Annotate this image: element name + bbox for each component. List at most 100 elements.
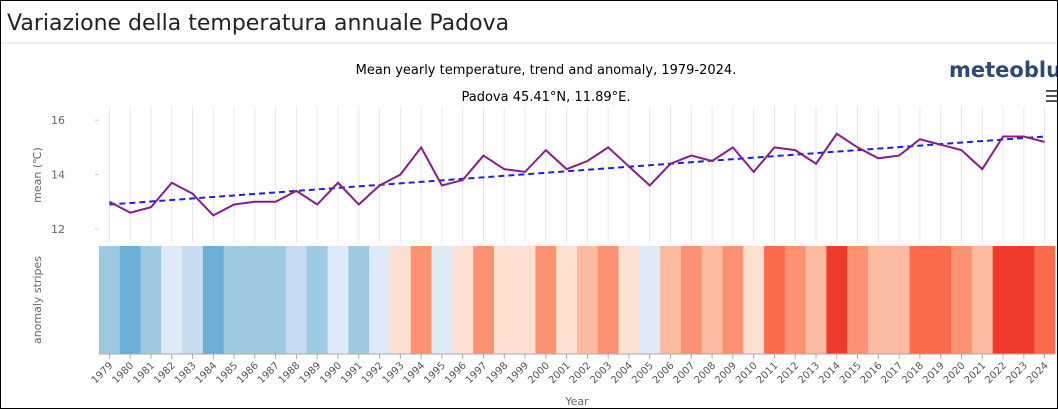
anomaly-stripe bbox=[265, 246, 287, 354]
trend-line bbox=[109, 135, 1045, 206]
anomaly-stripe bbox=[202, 246, 224, 354]
anomaly-stripe bbox=[888, 246, 910, 354]
x-tick-label: 1994 bbox=[401, 360, 427, 386]
anomaly-stripe bbox=[514, 246, 536, 354]
anomaly-stripe bbox=[930, 246, 952, 354]
brand-logo: meteoblue bbox=[949, 58, 1057, 82]
x-tick-label: 1989 bbox=[298, 360, 324, 386]
anomaly-stripe bbox=[971, 246, 993, 354]
anomaly-stripe bbox=[369, 246, 391, 354]
anomaly-stripe bbox=[556, 246, 578, 354]
stripes-label: anomaly stripes bbox=[31, 256, 44, 344]
x-tick-label: 2007 bbox=[672, 360, 698, 386]
page-title: Variazione della temperatura annuale Pad… bbox=[7, 11, 509, 36]
anomaly-stripe bbox=[618, 246, 640, 354]
anomaly-stripe bbox=[161, 246, 183, 354]
x-tick-label: 2001 bbox=[547, 360, 573, 386]
anomaly-stripe bbox=[867, 246, 890, 354]
anomaly-stripe bbox=[784, 246, 806, 354]
x-tick-label: 1985 bbox=[214, 360, 240, 386]
x-tick-label: 2000 bbox=[526, 360, 552, 386]
anomaly-stripe bbox=[119, 246, 141, 354]
x-tick-label: 2002 bbox=[568, 360, 594, 386]
anomaly-stripe bbox=[140, 246, 162, 354]
anomaly-stripe bbox=[286, 246, 308, 354]
x-tick-label: 1981 bbox=[131, 360, 157, 386]
anomaly-stripe bbox=[410, 246, 432, 354]
x-tick-label: 1979 bbox=[90, 360, 116, 386]
x-tick-label: 1992 bbox=[360, 360, 386, 386]
x-tick-label: 2013 bbox=[796, 360, 822, 386]
anomaly-stripe bbox=[244, 246, 266, 354]
x-tick-label: 1983 bbox=[173, 360, 199, 386]
x-tick-label: 1982 bbox=[152, 360, 178, 386]
anomaly-stripe bbox=[680, 246, 702, 354]
x-tick-label: 2003 bbox=[589, 360, 615, 386]
x-tick-label: 1998 bbox=[485, 360, 511, 386]
x-tick-label: 1993 bbox=[381, 360, 407, 386]
x-tick-label: 2012 bbox=[776, 360, 802, 386]
anomaly-stripe bbox=[99, 246, 121, 354]
x-tick-label: 1988 bbox=[277, 360, 303, 386]
y-axis-label: mean (℃) bbox=[31, 147, 44, 203]
anomaly-stripe bbox=[306, 246, 328, 354]
anomaly-stripe bbox=[577, 246, 599, 354]
x-tick-label: 2014 bbox=[817, 360, 843, 386]
x-tick-label: 1987 bbox=[256, 360, 282, 386]
anomaly-stripe bbox=[452, 246, 474, 354]
anomaly-stripe bbox=[223, 246, 245, 354]
x-tick-label: 2019 bbox=[921, 360, 947, 386]
anomaly-stripe bbox=[431, 246, 453, 354]
anomaly-stripe bbox=[473, 246, 495, 354]
x-tick-label: 2016 bbox=[859, 360, 885, 386]
anomaly-stripe bbox=[389, 246, 412, 354]
x-tick-label: 1980 bbox=[111, 360, 137, 386]
y-tick-label: 12 bbox=[51, 223, 65, 236]
anomaly-stripe bbox=[660, 246, 682, 354]
x-tick-label: 1997 bbox=[464, 360, 490, 386]
menu-icon[interactable] bbox=[1046, 90, 1057, 102]
anomaly-stripe bbox=[743, 246, 765, 354]
x-tick-label: 2024 bbox=[1025, 360, 1051, 386]
x-tick-label: 1991 bbox=[339, 360, 365, 386]
anomaly-stripe bbox=[826, 246, 848, 354]
anomaly-stripe bbox=[182, 246, 204, 354]
anomaly-stripe bbox=[701, 246, 723, 354]
anomaly-stripe bbox=[992, 246, 1014, 354]
y-tick-label: 16 bbox=[51, 114, 65, 127]
x-tick-label: 1995 bbox=[422, 360, 448, 386]
x-axis-label: Year bbox=[564, 395, 589, 408]
x-tick-label: 1986 bbox=[235, 360, 261, 386]
chart-title: Mean yearly temperature, trend and anoma… bbox=[356, 63, 737, 78]
anomaly-stripe bbox=[909, 246, 931, 354]
anomaly-stripe bbox=[535, 246, 557, 354]
x-tick-label: 2023 bbox=[1004, 360, 1030, 386]
anomaly-stripe bbox=[327, 246, 349, 354]
x-tick-label: 2008 bbox=[692, 360, 718, 386]
x-tick-label: 1984 bbox=[194, 360, 220, 386]
x-tick-label: 2018 bbox=[900, 360, 926, 386]
x-tick-label: 1996 bbox=[443, 360, 469, 386]
x-tick-label: 2004 bbox=[609, 360, 635, 386]
x-tick-label: 2010 bbox=[734, 360, 760, 386]
anomaly-stripe bbox=[597, 246, 619, 354]
x-tick-label: 2021 bbox=[963, 360, 989, 386]
x-tick-label: 2015 bbox=[838, 360, 864, 386]
x-tick-label: 2005 bbox=[630, 360, 656, 386]
anomaly-stripe bbox=[805, 246, 827, 354]
anomaly-stripe bbox=[722, 246, 744, 354]
x-tick-label: 2022 bbox=[983, 360, 1009, 386]
anomaly-stripe bbox=[493, 246, 515, 354]
x-tick-label: 2020 bbox=[942, 360, 968, 386]
y-tick-label: 14 bbox=[51, 169, 65, 182]
x-tick-label: 2017 bbox=[879, 360, 905, 386]
anomaly-stripe bbox=[348, 246, 370, 354]
x-tick-label: 2009 bbox=[713, 360, 739, 386]
anomaly-stripe bbox=[1013, 246, 1035, 354]
anomaly-stripe bbox=[951, 246, 973, 354]
anomaly-stripe bbox=[847, 246, 869, 354]
x-tick-label: 2006 bbox=[651, 360, 677, 386]
anomaly-stripe bbox=[764, 246, 786, 354]
